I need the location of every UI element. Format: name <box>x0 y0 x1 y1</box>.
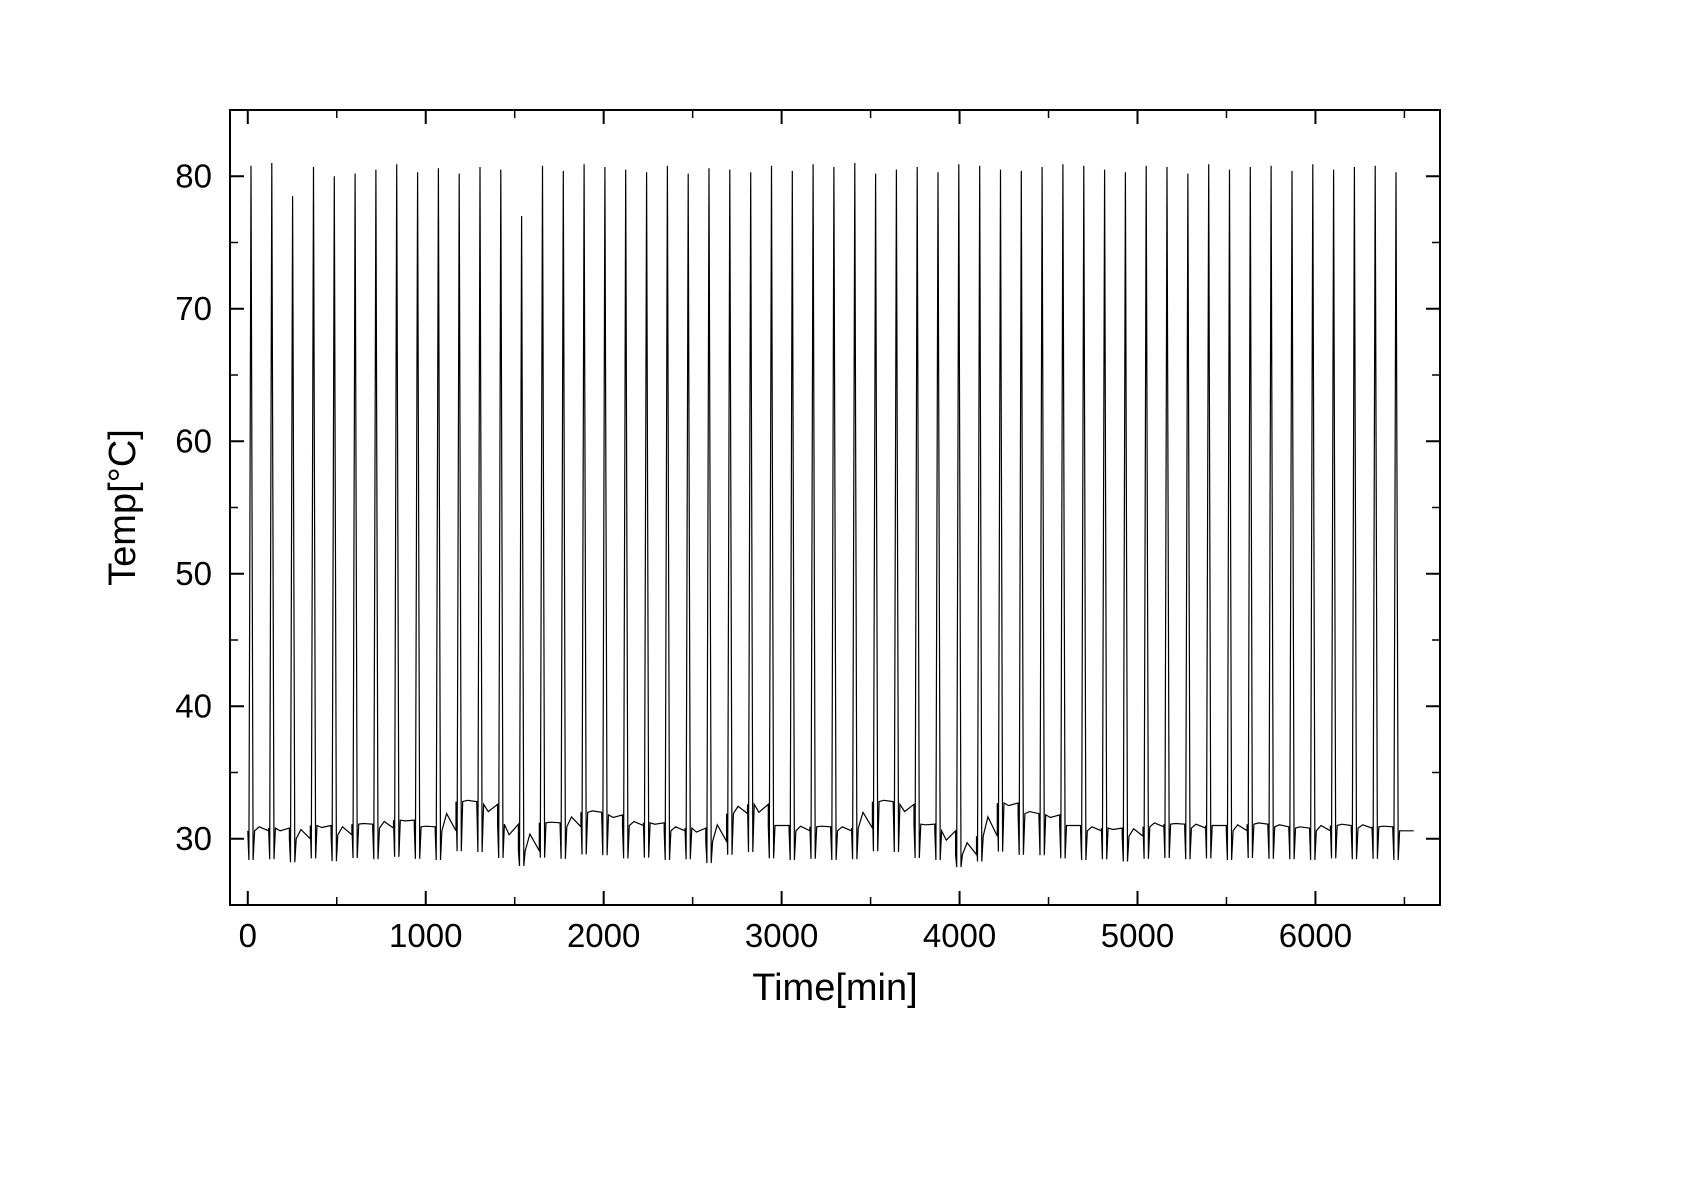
y-tick-label: 40 <box>175 687 212 724</box>
x-tick-label: 2000 <box>567 917 640 954</box>
x-axis-label: Time[min] <box>752 967 917 1009</box>
x-tick-label: 0 <box>239 917 257 954</box>
x-tick-label: 5000 <box>1101 917 1174 954</box>
y-tick-label: 70 <box>175 290 212 327</box>
x-tick-label: 6000 <box>1279 917 1352 954</box>
chart-container: 0 1000 2000 3000 4000 5000 6000 30 40 50 60 70 80 Tim… <box>0 0 1695 1183</box>
y-tick-label: 60 <box>175 422 212 459</box>
line-chart: 0 1000 2000 3000 4000 5000 6000 30 40 50 60 70 80 Tim… <box>0 0 1695 1183</box>
y-axis-label: Temp[°C] <box>102 429 144 586</box>
x-tick-label: 1000 <box>389 917 462 954</box>
x-tick-label: 3000 <box>745 917 818 954</box>
x-tick-label: 4000 <box>923 917 996 954</box>
y-tick-label: 80 <box>175 157 212 194</box>
y-tick-label: 30 <box>175 820 212 857</box>
y-tick-label: 50 <box>175 555 212 592</box>
